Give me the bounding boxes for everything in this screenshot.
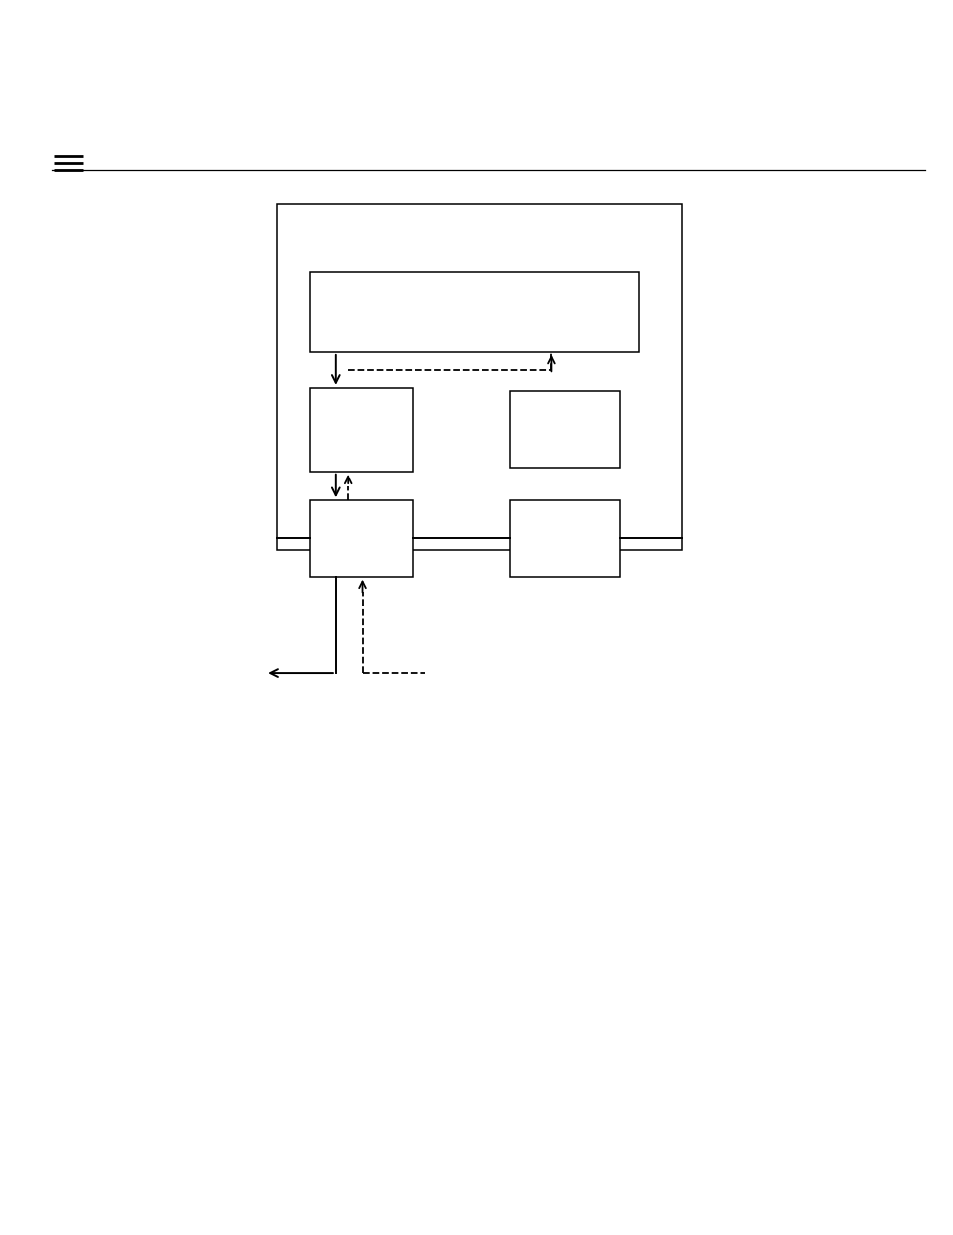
Bar [510,500,619,577]
Bar [310,500,413,577]
Bar [510,391,619,468]
Bar [276,204,681,550]
Bar [310,388,413,472]
Bar [310,272,639,352]
